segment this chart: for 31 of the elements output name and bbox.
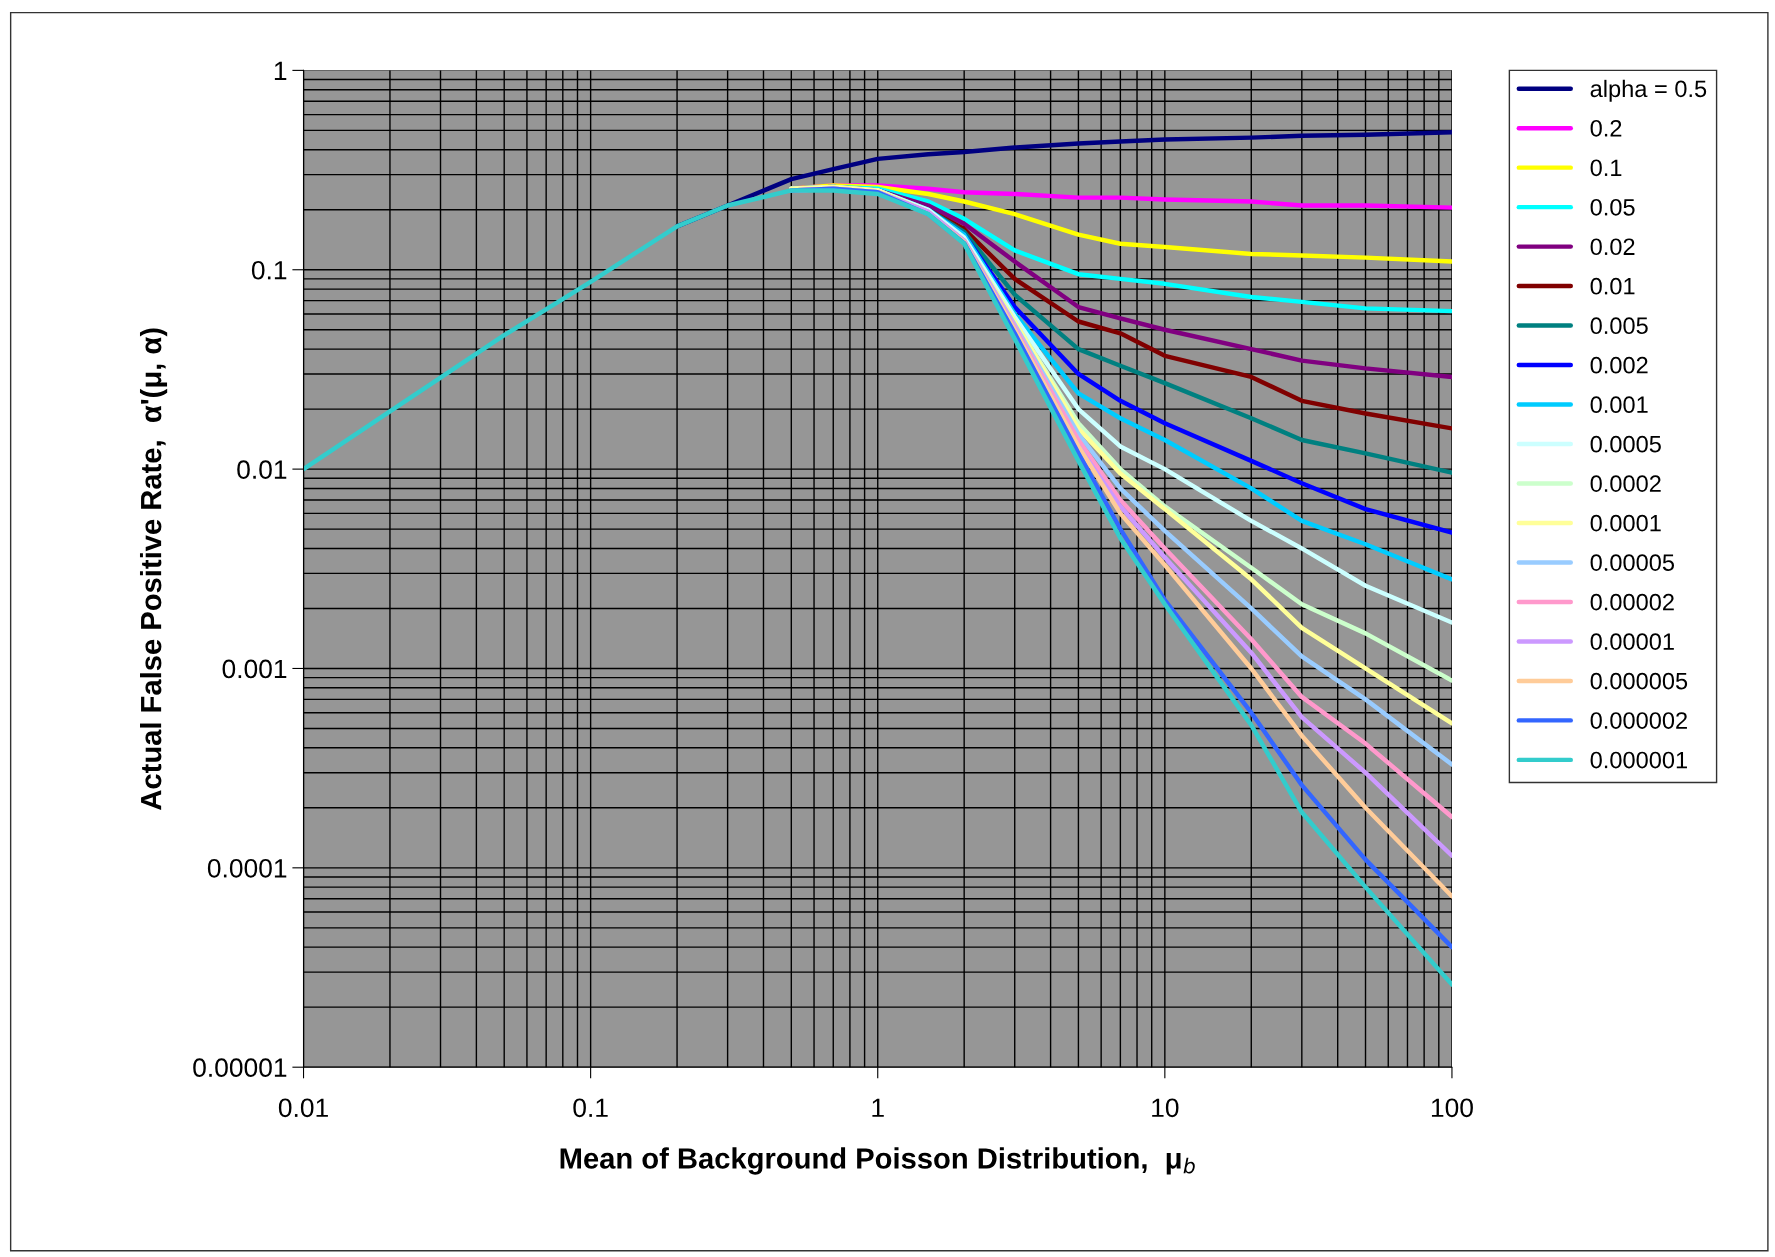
y-tick-label: 0.1 [251, 260, 287, 280]
legend-label: alpha = 0.5 [1590, 79, 1707, 102]
x-tick-label: 0.1 [573, 1098, 608, 1118]
legend-label: 0.2 [1590, 119, 1622, 137]
y-tick-label: 0.00001 [193, 1058, 287, 1078]
legend-label: 0.000001 [1590, 751, 1687, 769]
y-tick-label: 0.0001 [207, 858, 287, 878]
x-tick-label: 0.01 [278, 1098, 328, 1118]
legend-label: 0.05 [1590, 198, 1635, 216]
x-tick-label: 100 [1431, 1098, 1473, 1118]
legend-label: 0.00001 [1590, 633, 1674, 650]
legend-label: 0.001 [1590, 396, 1648, 414]
y-tick-label: 0.001 [222, 659, 287, 679]
legend-label: 0.005 [1590, 317, 1648, 335]
legend-label: 0.0001 [1590, 514, 1661, 532]
y-tick-label: 1 [274, 61, 287, 80]
legend-label: 0.0002 [1590, 475, 1661, 492]
x-tick-label: 10 [1152, 1098, 1179, 1118]
x-axis-title: Mean of Background Poisson Distribution, μ$_{b}$ [560, 1147, 1195, 1175]
legend-label: 0.01 [1590, 277, 1635, 295]
legend-label: 0.000005 [1590, 672, 1688, 690]
legend-label: 0.1 [1590, 159, 1622, 177]
legend-label: 0.000002 [1590, 712, 1687, 729]
legend-label: 0.00005 [1590, 554, 1675, 571]
y-axis-title: Actual False Positive Rate, α'(μ, α) [139, 328, 168, 810]
y-tick-label: 0.01 [237, 460, 287, 479]
legend-label: 0.02 [1590, 238, 1635, 256]
legend-label: 0.0005 [1590, 435, 1661, 453]
x-tick-label: 1 [872, 1098, 884, 1117]
legend-label: 0.00002 [1590, 593, 1674, 611]
legend-label: 0.002 [1590, 356, 1648, 374]
